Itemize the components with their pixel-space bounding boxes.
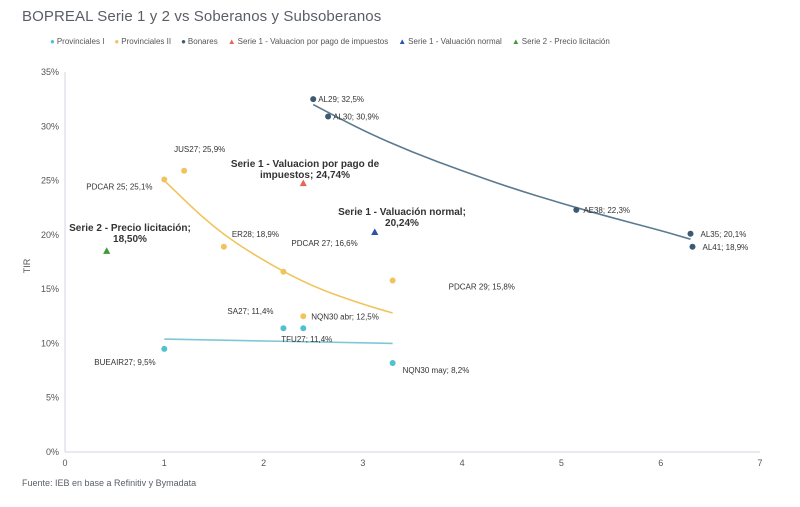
legend-triangle-icon: ▲ bbox=[511, 36, 520, 46]
legend-circle-icon: ● bbox=[181, 36, 186, 46]
y-tick-label: 15% bbox=[41, 284, 59, 294]
data-label: AE38; 22,3% bbox=[583, 206, 630, 215]
y-axis-title: TIR bbox=[22, 258, 32, 273]
y-tick-label: 35% bbox=[41, 67, 59, 77]
data-point-triangle bbox=[299, 179, 307, 187]
data-label: NQN30 may; 8,2% bbox=[403, 366, 470, 375]
legend-label: Bonares bbox=[187, 37, 218, 46]
data-point bbox=[687, 230, 694, 237]
x-tick-label: 3 bbox=[360, 458, 365, 468]
x-tick-label: 7 bbox=[757, 458, 762, 468]
data-label: PDCAR 27; 16,6% bbox=[291, 239, 357, 248]
data-label: AL41; 18,9% bbox=[702, 243, 748, 252]
data-label: AL30; 30,9% bbox=[333, 113, 379, 122]
annotation-label: 20,24% bbox=[385, 218, 419, 229]
data-point bbox=[280, 325, 287, 332]
legend-item: ▲ Serie 1 - Valuación normal bbox=[398, 37, 502, 46]
legend-label: Provinciales I bbox=[56, 37, 105, 46]
source-note: Fuente: IEB en base a Refinitiv y Bymada… bbox=[22, 478, 197, 488]
data-label: AL29; 32,5% bbox=[318, 95, 364, 104]
y-tick-label: 30% bbox=[41, 121, 59, 131]
legend-label: Provinciales II bbox=[121, 37, 172, 46]
legend-label: Serie 1 - Valuacion por pago de impuesto… bbox=[237, 37, 389, 46]
legend-circle-icon: ● bbox=[114, 36, 120, 46]
data-label: JUS27; 25,9% bbox=[174, 145, 225, 154]
data-label: ER28; 18,9% bbox=[232, 230, 279, 239]
data-label: AL35; 20,1% bbox=[701, 230, 747, 239]
legend-item: ▲ Serie 1 - Valuacion por pago de impuest… bbox=[228, 37, 389, 46]
data-label: NQN30 abr; 12,5% bbox=[311, 312, 379, 321]
data-point bbox=[325, 113, 332, 120]
data-point bbox=[161, 345, 168, 352]
annotation-label: 18,50% bbox=[113, 234, 147, 245]
data-label: BUEAIR27; 9,5% bbox=[94, 358, 155, 367]
data-point bbox=[573, 206, 580, 213]
data-point-triangle bbox=[371, 228, 379, 235]
y-tick-label: 5% bbox=[46, 393, 59, 403]
x-tick-label: 4 bbox=[460, 458, 465, 468]
y-tick-label: 0% bbox=[46, 447, 59, 457]
data-label: PDCAR 29; 15,8% bbox=[449, 282, 515, 291]
chart-title: BOPREAL Serie 1 y 2 vs Soberanos y Subso… bbox=[22, 8, 382, 25]
data-point bbox=[220, 243, 227, 250]
data-point bbox=[181, 167, 188, 174]
y-tick-label: 20% bbox=[41, 230, 59, 240]
trend-line bbox=[163, 179, 393, 314]
data-point bbox=[161, 176, 168, 183]
annotation-label: impuestos; 24,74% bbox=[260, 170, 350, 181]
annotation-label: Serie 1 - Valuación normal; bbox=[338, 207, 466, 218]
x-tick-label: 0 bbox=[62, 458, 67, 468]
legend-circle-icon: ● bbox=[50, 36, 55, 46]
x-tick-label: 5 bbox=[559, 458, 564, 468]
data-point bbox=[389, 359, 396, 366]
legend-item: ● Provinciales II bbox=[114, 37, 171, 46]
legend-item: ● Provinciales I bbox=[50, 37, 104, 46]
x-tick-label: 6 bbox=[658, 458, 663, 468]
trend-line bbox=[312, 103, 691, 240]
x-tick-label: 2 bbox=[261, 458, 266, 468]
data-label: TFU27; 11,4% bbox=[281, 335, 332, 344]
data-point bbox=[389, 277, 396, 284]
legend-item: ▲ Serie 2 - Precio licitación bbox=[512, 37, 610, 46]
legend-triangle-icon: ▲ bbox=[227, 36, 236, 46]
data-point bbox=[300, 325, 307, 332]
legend-label: Serie 2 - Precio licitación bbox=[521, 37, 610, 46]
y-tick-label: 10% bbox=[41, 338, 59, 348]
data-point bbox=[280, 268, 287, 275]
x-tick-label: 1 bbox=[162, 458, 167, 468]
annotation-label: Serie 1 - Valuacion por pago de bbox=[231, 159, 380, 170]
data-label: PDCAR 25; 25,1% bbox=[86, 182, 152, 191]
trend-line bbox=[164, 338, 393, 345]
legend-label: Serie 1 - Valuación normal bbox=[408, 37, 502, 46]
annotation-label: Serie 2 - Precio licitación; bbox=[69, 223, 191, 234]
legend: ● Provinciales I ● Provinciales II ● Bonares ▲… bbox=[50, 37, 610, 46]
data-point bbox=[689, 243, 696, 250]
data-label: SA27; 11,4% bbox=[227, 307, 273, 316]
data-point bbox=[300, 313, 307, 320]
data-point bbox=[310, 96, 317, 103]
legend-triangle-icon: ▲ bbox=[398, 36, 407, 46]
y-tick-label: 25% bbox=[41, 176, 59, 186]
legend-item: ● Bonares bbox=[181, 37, 218, 46]
data-point-triangle bbox=[103, 247, 111, 254]
